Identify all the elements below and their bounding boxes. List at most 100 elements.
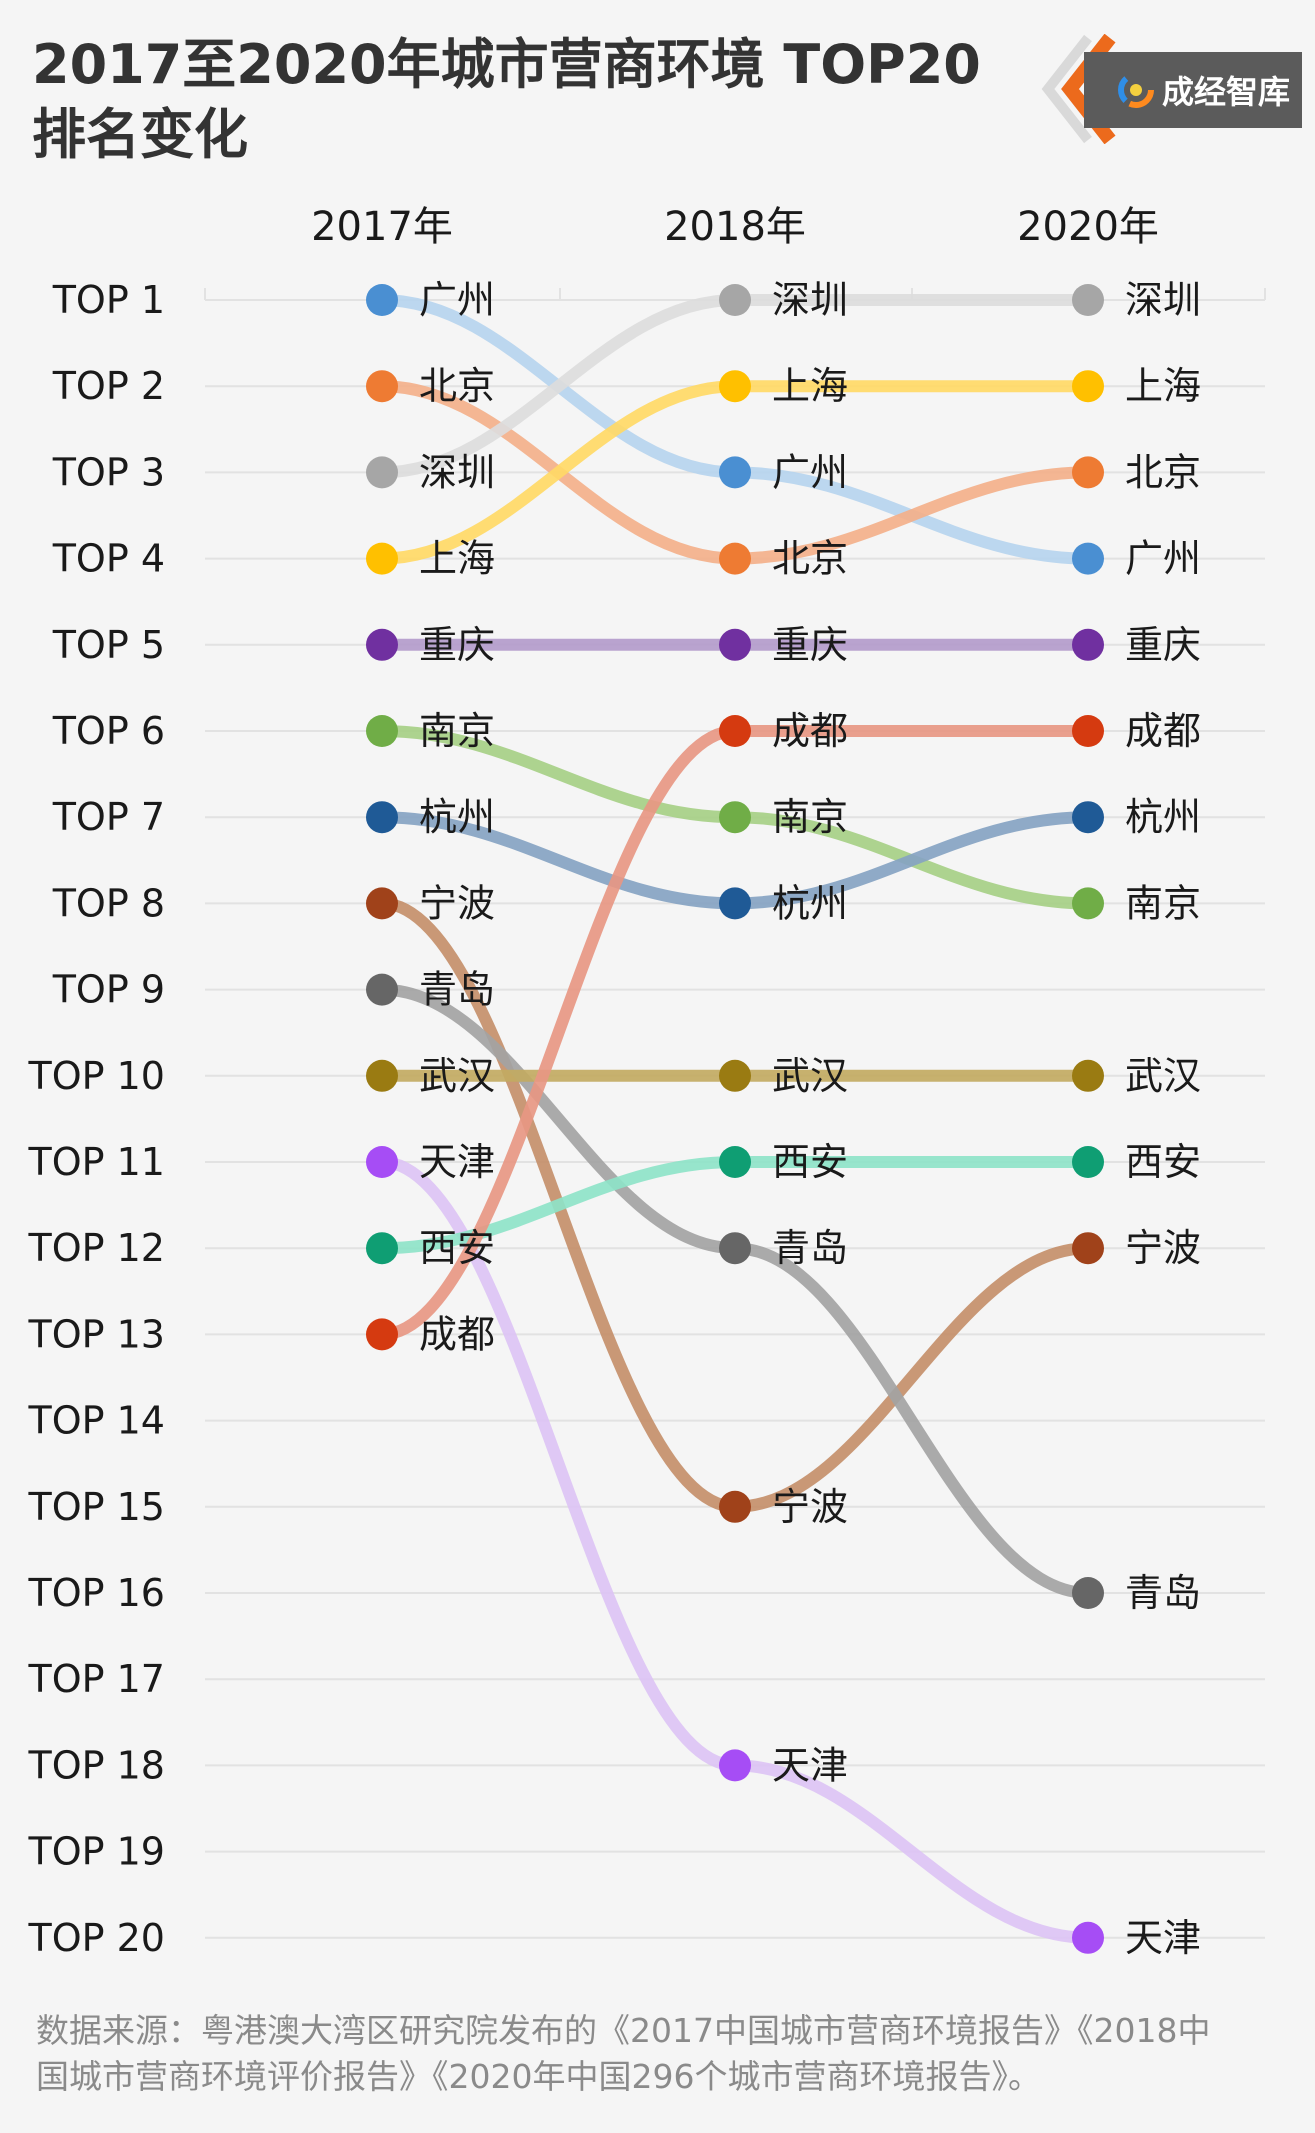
- data-label: 广州: [1125, 537, 1201, 581]
- y-axis-labels: TOP 1 TOP 2 TOP 3 TOP 4 TOP 5 TOP 6 TOP 7 TOP 8…: [28, 278, 165, 1960]
- y-tick-label: TOP 6: [52, 709, 165, 753]
- y-tick-label: TOP 18: [28, 1743, 165, 1787]
- data-label: 西安: [1125, 1140, 1201, 1184]
- data-label: 天津: [772, 1743, 848, 1787]
- x-tick-label: 2020年: [1017, 204, 1159, 250]
- brand-logo-box: 成经智库: [1084, 52, 1302, 128]
- y-tick-label: TOP 11: [28, 1140, 165, 1184]
- data-point: [1072, 801, 1104, 834]
- data-point: [1072, 542, 1104, 575]
- data-point: [1072, 887, 1104, 920]
- y-tick-label: TOP 13: [28, 1312, 165, 1356]
- y-tick-label: TOP 7: [52, 795, 165, 839]
- data-point: [366, 801, 398, 834]
- data-point: [1072, 284, 1104, 316]
- data-point: [366, 715, 398, 747]
- data-point: [719, 456, 751, 489]
- data-label: 杭州: [1125, 795, 1201, 839]
- data-label: 重庆: [772, 623, 848, 667]
- data-point: [366, 542, 398, 575]
- source-note-line2: 国城市营商环境评价报告》《2020年中国296个城市营商环境报告》。: [36, 2057, 1041, 2096]
- data-label: 上海: [772, 364, 848, 408]
- data-point: [719, 284, 751, 316]
- data-point: [1072, 628, 1104, 661]
- data-point: [366, 456, 398, 489]
- y-tick-label: TOP 19: [28, 1830, 165, 1874]
- gridlines: [204, 288, 1266, 1939]
- data-label: 北京: [772, 537, 848, 581]
- y-tick-label: TOP 10: [28, 1054, 165, 1098]
- data-label: 天津: [1125, 1916, 1201, 1960]
- data-point: [719, 887, 751, 920]
- data-label: 成都: [419, 1312, 495, 1356]
- data-point: [719, 1232, 751, 1265]
- data-point: [719, 1146, 751, 1178]
- data-label: 青岛: [419, 968, 495, 1012]
- y-tick-label: TOP 8: [52, 881, 165, 925]
- chart-title: 2017至2020年城市营商环境 TOP20 排名变化: [32, 30, 981, 170]
- data-point: [719, 628, 751, 661]
- data-label: 成都: [1125, 709, 1201, 753]
- data-point: [366, 628, 398, 661]
- data-label: 武汉: [419, 1054, 495, 1098]
- y-tick-label: TOP 20: [28, 1916, 165, 1960]
- data-label: 深圳: [1125, 278, 1201, 322]
- chart-title-line1: 2017至2020年城市营商环境 TOP20: [32, 33, 981, 96]
- series-line: [376, 724, 1094, 1341]
- data-label: 北京: [419, 364, 495, 408]
- data-point: [1072, 456, 1104, 489]
- data-label: 上海: [1125, 364, 1201, 408]
- data-label: 广州: [772, 450, 848, 494]
- source-note: 数据来源：粤港澳大湾区研究院发布的《2017中国城市营商环境报告》《2018中 …: [36, 2008, 1286, 2100]
- x-axis-labels: 2017年 2018年 2020年: [311, 204, 1159, 250]
- y-tick-label: TOP 16: [28, 1571, 165, 1615]
- source-note-line1: 数据来源：粤港澳大湾区研究院发布的《2017中国城市营商环境报告》《2018中: [36, 2011, 1211, 2050]
- data-label: 武汉: [1125, 1054, 1201, 1098]
- data-point: [719, 370, 751, 403]
- y-tick-label: TOP 14: [28, 1399, 165, 1443]
- y-tick-label: TOP 4: [52, 537, 165, 581]
- y-tick-label: TOP 5: [52, 623, 165, 667]
- data-point: [1072, 715, 1104, 747]
- data-point: [366, 284, 398, 316]
- data-label: 西安: [419, 1226, 495, 1270]
- data-point: [366, 1318, 398, 1351]
- data-point: [366, 887, 398, 920]
- data-point: [366, 1232, 398, 1265]
- data-point: [719, 1490, 751, 1523]
- data-point: [719, 715, 751, 747]
- data-label: 成都: [772, 709, 848, 753]
- data-label: 青岛: [1125, 1571, 1201, 1615]
- data-point: [719, 1059, 751, 1092]
- data-label: 青岛: [772, 1226, 848, 1270]
- data-label: 上海: [419, 537, 495, 581]
- data-point: [719, 801, 751, 834]
- x-tick-label: 2018年: [664, 204, 806, 250]
- data-label: 南京: [1125, 881, 1201, 925]
- data-label: 宁波: [1125, 1226, 1201, 1270]
- data-label: 北京: [1125, 450, 1201, 494]
- data-label: 杭州: [772, 881, 848, 925]
- data-point: [1072, 1232, 1104, 1265]
- data-point: [366, 370, 398, 403]
- data-label: 广州: [419, 278, 495, 322]
- data-label: 南京: [419, 709, 495, 753]
- data-point: [1072, 1146, 1104, 1178]
- data-point: [1072, 370, 1104, 403]
- data-point: [1072, 1577, 1104, 1609]
- rank-chart: TOP 1 TOP 2 TOP 3 TOP 4 TOP 5 TOP 6 TOP 7 TOP 8…: [28, 204, 1266, 1960]
- data-label: 武汉: [772, 1054, 848, 1098]
- data-point: [1072, 1921, 1104, 1954]
- data-point: [719, 1749, 751, 1782]
- data-label: 重庆: [419, 623, 495, 667]
- swirl-logo-icon: [1118, 72, 1154, 108]
- data-point: [366, 1059, 398, 1092]
- data-label: 天津: [419, 1140, 495, 1184]
- y-tick-label: TOP 9: [52, 968, 165, 1012]
- data-label: 宁波: [772, 1485, 848, 1529]
- y-tick-label: TOP 15: [28, 1485, 165, 1529]
- data-label: 深圳: [419, 450, 495, 494]
- data-label: 重庆: [1125, 623, 1201, 667]
- data-label: 南京: [772, 795, 848, 839]
